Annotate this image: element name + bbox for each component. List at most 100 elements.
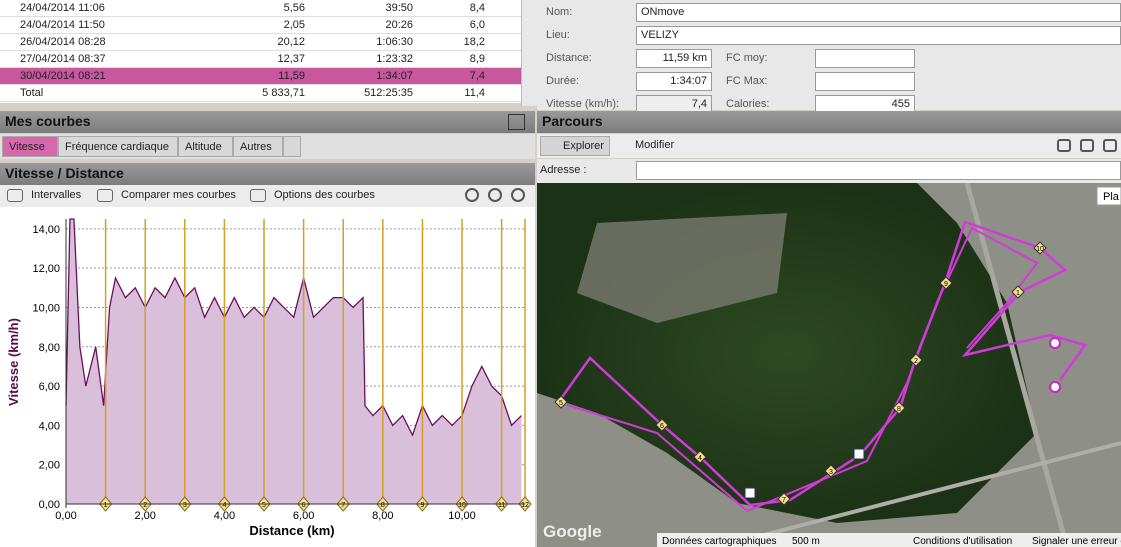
map-button-label: Pla xyxy=(1103,191,1120,203)
route-marker xyxy=(1033,241,1047,255)
lap-number: 7 xyxy=(341,502,345,509)
y-axis-label: Vitesse (km/h) xyxy=(6,318,21,406)
map: 1 2 3 4 5 6 7 8 9 10 Google Pla Données cartographiq… xyxy=(537,183,1121,547)
zoom-button[interactable] xyxy=(488,188,502,202)
route-marker-number: 7 xyxy=(782,497,786,504)
field-input[interactable]: VELIZY xyxy=(636,26,1121,45)
field-input[interactable]: ONmove xyxy=(636,3,1121,22)
route-toolbar: Explorer Modifier xyxy=(537,134,1121,158)
chart-header: Vitesse / Distance xyxy=(0,163,535,185)
tab[interactable]: Autres xyxy=(233,136,283,157)
field-input[interactable]: 11,59 km xyxy=(636,49,712,68)
table-cell: 24/04/2014 11:50 xyxy=(20,19,105,31)
tool-button[interactable]: Explorer xyxy=(540,136,610,156)
table-cell: 27/04/2014 08:37 xyxy=(20,53,106,65)
x-axis-label: Distance (km) xyxy=(249,523,334,538)
table-row: 26/04/2014 08:28 20,12 1:06:30 18,2 xyxy=(0,34,521,51)
table-cell: 5,56 xyxy=(283,2,305,14)
tab[interactable]: Vitesse xyxy=(2,136,58,157)
zoom-button[interactable] xyxy=(511,188,525,202)
zoom-button[interactable] xyxy=(465,188,479,202)
field-label: Lieu: xyxy=(546,29,570,41)
y-tick-label: 2,00 xyxy=(39,460,60,472)
table-cell: 1:06:30 xyxy=(376,36,413,48)
pause-icon xyxy=(853,448,865,460)
address-input[interactable] xyxy=(636,161,1121,180)
field-input[interactable]: 455 xyxy=(815,95,915,114)
lap-number: 3 xyxy=(183,502,187,509)
table-cell: 7,4 xyxy=(469,70,485,82)
table-cell: 11,59 xyxy=(278,70,305,82)
maximize-button[interactable] xyxy=(508,114,525,130)
map-credit: Signaler une erreur c xyxy=(1032,536,1121,547)
map-logo: Google xyxy=(543,522,602,541)
map-credit: Conditions d'utilisation xyxy=(913,536,1012,547)
route-marker xyxy=(655,418,669,432)
tab[interactable]: Fréquence cardiaque xyxy=(58,136,178,157)
toolbar-icon[interactable] xyxy=(1103,139,1117,152)
y-tick-label: 0,00 xyxy=(39,499,60,511)
pause-icon xyxy=(744,487,756,499)
route-header: Parcours xyxy=(537,111,1121,133)
table-cell: 39:50 xyxy=(385,2,413,14)
table-row: Total 5 833,71 512:25:35 11,4 xyxy=(0,85,521,102)
route-marker-number: 3 xyxy=(829,469,833,476)
route-marker-number: 9 xyxy=(944,281,948,288)
route-marker xyxy=(554,395,568,409)
lap-number: 2 xyxy=(143,502,147,509)
dropdown-arrow[interactable] xyxy=(283,136,301,157)
y-tick-label: 6,00 xyxy=(39,381,60,393)
toolbar-icon[interactable] xyxy=(1057,139,1071,152)
scrollbar[interactable] xyxy=(521,0,537,106)
start-icon xyxy=(1049,337,1061,349)
field-input[interactable]: 1:34:07 xyxy=(636,72,712,91)
field-label: FC moy: xyxy=(726,52,768,64)
tool-button[interactable]: Options des courbes xyxy=(274,189,375,201)
x-tick-label: 4,00 xyxy=(214,510,235,522)
end-icon xyxy=(1049,381,1061,393)
field-label: Nom: xyxy=(546,6,573,18)
curves-header: Mes courbes xyxy=(0,111,535,133)
table-cell: 12,37 xyxy=(277,53,305,65)
table-cell: 1:34:07 xyxy=(376,70,413,82)
table-cell: Total xyxy=(20,87,44,99)
tool-icon xyxy=(7,189,23,202)
field-input[interactable] xyxy=(815,72,915,91)
activity-table: 24/04/2014 11:06 5,56 39:50 8,4 24/04/2014 1… xyxy=(0,0,521,103)
table-cell: 5 833,71 xyxy=(262,87,305,99)
route-marker-number: 4 xyxy=(698,455,702,462)
lap-number: 9 xyxy=(420,502,424,509)
field-label: Distance: xyxy=(546,52,592,64)
table-cell: 2,05 xyxy=(283,19,305,31)
address-bar: Adresse : xyxy=(537,159,1121,183)
x-tick-label: 6,00 xyxy=(293,510,314,522)
lap-number: 1 xyxy=(104,502,108,509)
field-input[interactable] xyxy=(815,49,915,68)
lap-number: 6 xyxy=(302,502,306,509)
toolbar-icon[interactable] xyxy=(1080,139,1094,152)
tab[interactable]: Altitude xyxy=(178,136,233,157)
table-cell: 1:23:32 xyxy=(376,53,413,65)
tool-button[interactable]: Modifier xyxy=(635,139,675,151)
lap-number: 10 xyxy=(458,502,466,509)
y-tick-label: 4,00 xyxy=(39,420,60,432)
route-marker-number: 1 xyxy=(1016,290,1020,297)
table-row[interactable]: 30/04/2014 08:21 11,59 1:34:07 7,4 xyxy=(0,68,521,85)
table-cell: 26/04/2014 08:28 xyxy=(20,36,106,48)
y-tick-label: 14,00 xyxy=(32,224,60,236)
table-cell: 18,2 xyxy=(463,36,485,48)
table-cell: 6,0 xyxy=(469,19,485,31)
route-marker-number: 10 xyxy=(1036,246,1044,253)
route xyxy=(566,226,1039,513)
tool-button[interactable]: Intervalles xyxy=(31,189,82,201)
table-cell: 20,12 xyxy=(277,36,305,48)
tool-button[interactable]: Comparer mes courbes xyxy=(121,189,236,201)
x-tick-label: 2,00 xyxy=(134,510,155,522)
tool-icon xyxy=(250,189,266,202)
x-tick-label: 10,00 xyxy=(448,510,476,522)
map-button[interactable] xyxy=(1096,186,1121,206)
x-tick-label: 0,00 xyxy=(55,510,76,522)
route-marker xyxy=(909,353,923,367)
table-cell: 512:25:35 xyxy=(364,87,413,99)
